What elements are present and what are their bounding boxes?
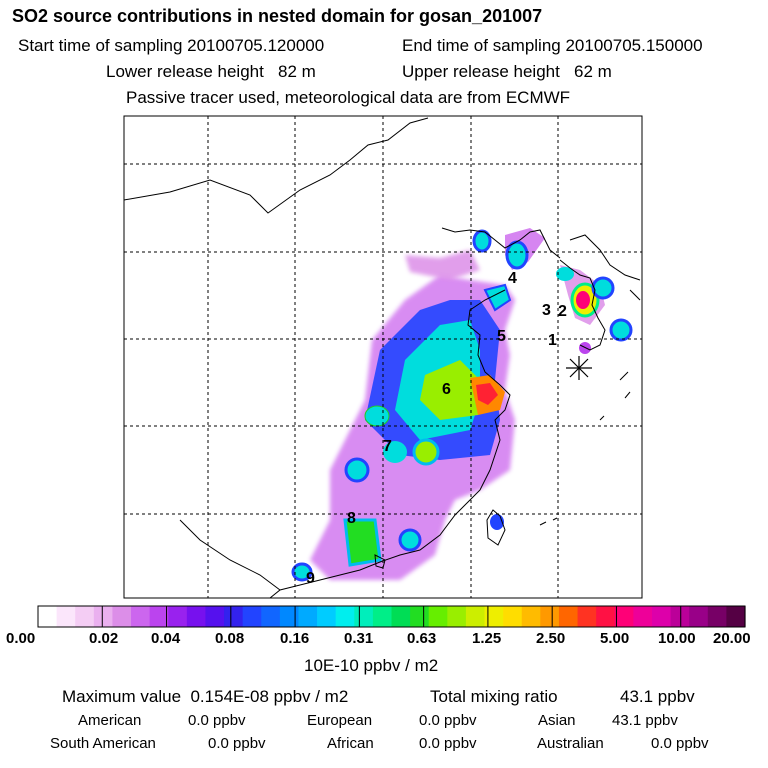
colorbar-tick-label: 0.63: [407, 630, 437, 647]
european-value: 0.0 ppbv: [419, 712, 477, 729]
release-label-8: 8: [347, 510, 356, 527]
colorbar-tick-label: 2.50: [536, 630, 566, 647]
colorbar-swatch: [447, 606, 467, 627]
chart-title: SO2 source contributions in nested domai…: [12, 6, 543, 26]
colorbar-swatch: [670, 606, 690, 627]
release-label-1: 1: [548, 332, 557, 349]
colorbar-swatch: [428, 606, 448, 627]
colorbar-tick-label: 0.02: [89, 630, 119, 647]
release-label-9: 9: [306, 570, 315, 587]
colorbar-swatch: [503, 606, 523, 627]
total-mixing-label: Total mixing ratio: [430, 687, 558, 706]
colorbar-swatch: [205, 606, 225, 627]
colorbar-tick-label: 1.25: [472, 630, 502, 647]
colorbar-swatch: [410, 606, 430, 627]
colorbar-swatch: [149, 606, 169, 627]
max-value-label: Maximum value 0.154E-08 ppbv / m2: [62, 687, 349, 706]
colorbar-frame: [37, 605, 746, 628]
release-label-3: 3: [542, 302, 551, 319]
colorbar-swatch: [279, 606, 300, 627]
colorbar-tick-label: 20.00: [713, 630, 751, 647]
colorbar-swatch: [633, 606, 653, 627]
african-label: African: [327, 735, 374, 752]
colorbar-tick-label: 0.31: [344, 630, 374, 647]
colorbar-swatch: [93, 606, 114, 627]
african-value: 0.0 ppbv: [419, 735, 477, 752]
south-american-label: South American: [50, 735, 156, 752]
colorbar-swatch: [540, 606, 560, 627]
release-label-2: 2: [558, 303, 567, 320]
end-time-label: End time of sampling 20100705.150000: [402, 36, 703, 55]
colorbar-swatch: [242, 606, 262, 627]
colorbar-swatch: [521, 606, 541, 627]
colorbar-tick-label: 0.04: [151, 630, 181, 647]
colorbar-tick-label: 10.00: [658, 630, 696, 647]
colorbar-swatch: [614, 606, 634, 627]
release-label-5: 5: [497, 328, 506, 345]
colorbar-swatch: [689, 606, 709, 627]
asterisk-icon: [566, 356, 592, 380]
colorbar-swatch: [372, 606, 393, 627]
colorbar-swatch: [465, 606, 486, 627]
colorbar-swatch: [354, 606, 374, 627]
start-time-label: Start time of sampling 20100705.120000: [18, 36, 325, 55]
colorbar-tick-label: 0.16: [280, 630, 310, 647]
lat-lon-grid: [124, 116, 642, 598]
colorbar-tick-label: 0.08: [215, 630, 245, 647]
colorbar-swatch: [484, 606, 504, 627]
australian-value: 0.0 ppbv: [651, 735, 709, 752]
asian-value: 43.1 ppbv: [612, 712, 678, 729]
colorbar-swatch: [651, 606, 672, 627]
colorbar-swatch: [596, 606, 616, 627]
colorbar-swatch: [75, 606, 95, 627]
colorbar-swatch: [168, 606, 188, 627]
colorbar-unit: 10E-10 ppbv / m2: [304, 656, 439, 675]
european-label: European: [307, 712, 373, 729]
coastlines: [123, 117, 641, 599]
american-label: American: [78, 712, 142, 729]
colorbar-tick-label: 0.00: [6, 630, 36, 647]
colorbar-swatch: [186, 606, 207, 627]
colorbar-swatch: [558, 606, 579, 627]
release-label-4: 4: [508, 270, 517, 287]
data-source-note: Passive tracer used, meteorological data…: [126, 88, 571, 107]
colorbar-swatch: [56, 606, 76, 627]
american-value: 0.0 ppbv: [188, 712, 246, 729]
release-label-7: 7: [383, 438, 392, 455]
total-mixing-value: 43.1 ppbv: [620, 687, 695, 706]
colorbar-swatch: [335, 606, 355, 627]
south-american-value: 0.0 ppbv: [208, 735, 266, 752]
concentration-field: [291, 228, 633, 582]
australian-label: Australian: [537, 735, 604, 752]
colorbar: [38, 606, 746, 627]
release-label-6: 6: [442, 381, 451, 398]
colorbar-swatch: [38, 606, 58, 627]
colorbar-tick-label: 5.00: [600, 630, 630, 647]
colorbar-swatch: [261, 606, 281, 627]
colorbar-swatch: [391, 606, 411, 627]
colorbar-swatch: [726, 606, 746, 627]
colorbar-swatch: [131, 606, 151, 627]
colorbar-swatch: [224, 606, 244, 627]
colorbar-swatch: [298, 606, 318, 627]
asian-label: Asian: [538, 712, 576, 729]
colorbar-swatch: [577, 606, 597, 627]
lower-release-label: Lower release height 82 m: [106, 62, 316, 81]
colorbar-swatch: [317, 606, 337, 627]
colorbar-swatch: [112, 606, 132, 627]
colorbar-swatch: [707, 606, 727, 627]
upper-release-label: Upper release height 62 m: [402, 62, 612, 81]
